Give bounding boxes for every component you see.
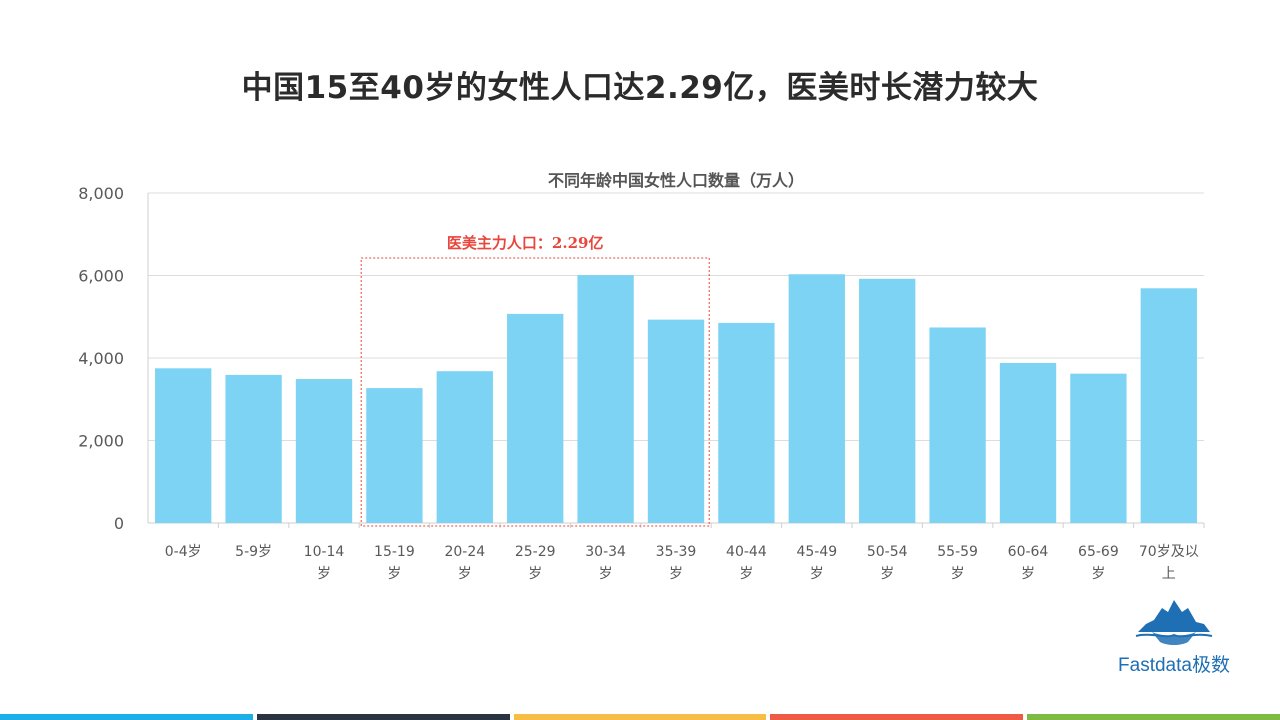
y-tick-label: 6,000 — [78, 267, 124, 286]
iceberg-logo-icon — [1135, 600, 1213, 645]
bar — [718, 322, 775, 523]
y-tick-label: 2,000 — [78, 432, 124, 451]
bar — [225, 374, 282, 523]
footer-color-stripes — [0, 714, 1280, 720]
x-tick-label: 25-29 岁 — [515, 544, 556, 582]
bar — [366, 388, 423, 523]
fastdata-logo: Fastdata极数 — [1108, 596, 1240, 676]
footer-stripe-dark — [256, 714, 510, 720]
bar — [859, 278, 916, 523]
bar — [436, 371, 493, 523]
bar — [788, 274, 845, 523]
footer-stripe-red — [770, 714, 1024, 720]
y-tick-label: 4,000 — [78, 349, 124, 368]
bar — [1140, 288, 1197, 523]
x-tick-label: 5-9岁 — [235, 544, 272, 560]
x-tick-label: 55-59 岁 — [937, 544, 978, 582]
x-tick-label: 65-69 岁 — [1078, 544, 1119, 582]
x-tick-label: 45-49 岁 — [796, 544, 837, 582]
bar — [999, 362, 1057, 523]
bar — [647, 319, 705, 523]
x-tick-label: 20-24 岁 — [444, 544, 485, 582]
bar — [155, 368, 212, 523]
annotation-label: 医美主力人口：2.29亿 — [447, 234, 604, 252]
chart-title: 不同年龄中国女性人口数量（万人） — [548, 171, 804, 190]
x-tick-label: 30-34 岁 — [585, 544, 626, 582]
annotation-box — [360, 257, 710, 527]
x-tick-label: 60-64 岁 — [1008, 544, 1049, 582]
x-tick-label: 70岁及以上 — [1139, 544, 1199, 582]
footer-stripe-green — [1027, 714, 1280, 720]
x-tick-label: 35-39 岁 — [656, 544, 697, 582]
bar — [577, 275, 634, 523]
logo-text: Fastdata极数 — [1118, 655, 1230, 676]
footer-stripe-blue — [0, 714, 253, 720]
bar — [507, 313, 564, 523]
x-tick-label: 40-44 岁 — [726, 544, 767, 582]
bar — [1070, 373, 1127, 523]
footer-stripe-yellow — [513, 714, 767, 720]
bar — [295, 379, 353, 523]
population-bar-chart: 不同年龄中国女性人口数量（万人） 0 2,000 4,000 6,000 8,000 0-4… — [78, 171, 1205, 582]
page-title: 中国15至40岁的女性人口达2.29亿，医美时长潜力较大 — [241, 70, 1039, 106]
x-tick-label: 50-54 岁 — [867, 544, 908, 582]
y-tick-label: 8,000 — [78, 184, 124, 203]
x-tick-label: 15-19 岁 — [374, 544, 415, 582]
x-tick-label: 0-4岁 — [165, 544, 202, 560]
x-tick-label: 10-14 岁 — [304, 544, 345, 582]
y-tick-label: 0 — [114, 514, 124, 533]
bar — [929, 327, 986, 523]
